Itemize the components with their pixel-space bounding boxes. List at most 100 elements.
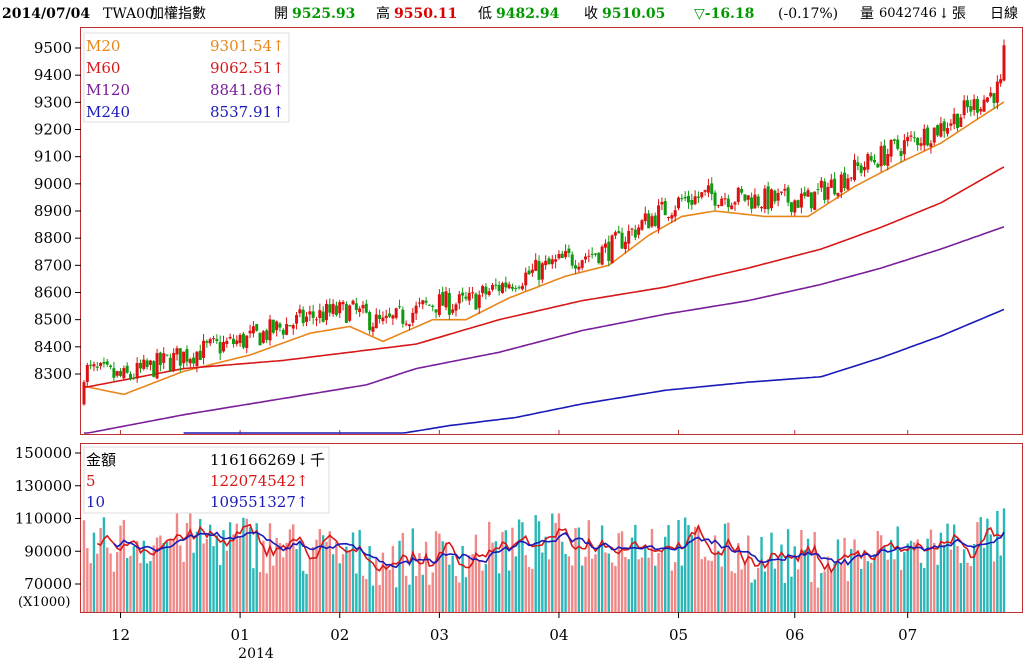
volume-bar <box>574 528 577 612</box>
candle-body <box>119 371 123 376</box>
volume-bar <box>232 534 235 612</box>
volume-bar <box>923 567 926 612</box>
candle-body <box>823 181 827 201</box>
candle-body <box>461 292 465 296</box>
legend-ma5-arrow-icon: ↑ <box>296 472 309 490</box>
candle-body <box>995 81 999 103</box>
volume-ma5-line <box>96 523 1005 574</box>
volume-bar <box>424 541 428 612</box>
candle-body <box>892 139 896 141</box>
candle-body <box>889 139 893 157</box>
volume-bar <box>720 566 723 612</box>
volume-bar <box>541 552 544 612</box>
volume-average-lines <box>96 523 1005 574</box>
candle-body <box>603 243 607 248</box>
legend-m20-value: 9301.54 <box>210 37 272 55</box>
candle-body <box>148 360 152 365</box>
candle-body <box>132 377 136 379</box>
volume-bar <box>843 537 846 612</box>
candle-body <box>165 354 169 356</box>
candle-body <box>85 364 89 382</box>
candle-body <box>534 259 538 271</box>
volume-bar <box>404 575 408 612</box>
legend-m120-name: M120 <box>86 81 130 99</box>
candle-body <box>510 286 514 289</box>
candle-body <box>686 195 690 203</box>
candle-body <box>673 210 677 217</box>
volume-bar <box>737 543 740 612</box>
time-tick-label: 05 <box>669 626 688 644</box>
volume-bar <box>547 559 551 612</box>
candle-body <box>564 251 568 258</box>
candle-body <box>125 365 129 373</box>
volume-bar <box>840 564 843 612</box>
volume-bar <box>644 546 647 612</box>
candle-body <box>318 310 322 319</box>
volume-bar <box>209 524 212 612</box>
candle-body <box>730 205 734 210</box>
volume-bar <box>979 517 982 612</box>
legend-m60-name: M60 <box>86 59 120 77</box>
candle-body <box>424 300 428 303</box>
candle-body <box>182 351 186 364</box>
volume-bar <box>949 549 953 612</box>
volume-bar <box>378 584 381 612</box>
candle-body <box>145 360 149 367</box>
volume-bar <box>245 518 248 612</box>
volume-bar <box>89 563 92 612</box>
volume-bar <box>903 552 906 612</box>
volume-bar <box>750 582 753 612</box>
volume-bar <box>594 554 597 612</box>
candle-body <box>248 330 252 334</box>
volume-bar <box>308 557 312 612</box>
candle-body <box>663 201 667 216</box>
candle-body <box>138 362 142 369</box>
volume-bar <box>172 540 175 612</box>
volume-bar <box>272 565 275 612</box>
candle-body <box>537 261 541 280</box>
volume-bar <box>391 545 395 612</box>
candle-body <box>414 305 418 314</box>
volume-bar <box>398 540 401 612</box>
candle-body <box>584 256 588 260</box>
price-tick-label: 9500 <box>34 39 72 57</box>
candle-body <box>843 172 847 188</box>
candle-body <box>593 253 597 255</box>
candle-body <box>155 353 159 379</box>
candle-body <box>623 241 627 250</box>
year-label: 2014 <box>238 646 274 662</box>
candle-body <box>1002 45 1006 81</box>
candle-body <box>441 292 445 306</box>
candle-body <box>580 260 584 268</box>
volume-bar <box>610 562 614 612</box>
quote-date: 2014/07/04 <box>2 6 91 22</box>
volume-bar <box>816 587 820 612</box>
candle-body <box>806 190 810 197</box>
close-label: 收 <box>584 6 598 22</box>
candle-body <box>872 159 876 163</box>
candle-body <box>162 353 166 363</box>
volume-bar <box>132 546 136 612</box>
candle-body <box>454 304 458 311</box>
candle-body <box>185 349 189 362</box>
volume-bar <box>487 521 491 612</box>
price-axis: 8300 8400 8500 8600 8700 8800 8900 9000 9100 9200… <box>34 39 81 383</box>
volume-bar <box>461 545 464 612</box>
volume-bar <box>786 529 790 612</box>
volume-bar <box>484 563 488 612</box>
candle-body <box>517 287 521 289</box>
volume-bar <box>783 582 786 612</box>
candle-body <box>743 194 747 201</box>
volume-bar <box>863 549 866 612</box>
volume-bar <box>262 540 265 612</box>
volume-bar <box>318 529 322 612</box>
candle-body <box>494 284 498 286</box>
volume-bar <box>142 540 145 612</box>
volume-bar <box>717 550 720 612</box>
volume-bar <box>139 563 142 612</box>
volume-bar <box>634 524 637 612</box>
candle-body <box>427 304 431 306</box>
candle-body <box>258 332 262 346</box>
volume-bar <box>859 569 863 612</box>
candle-body <box>474 293 478 310</box>
